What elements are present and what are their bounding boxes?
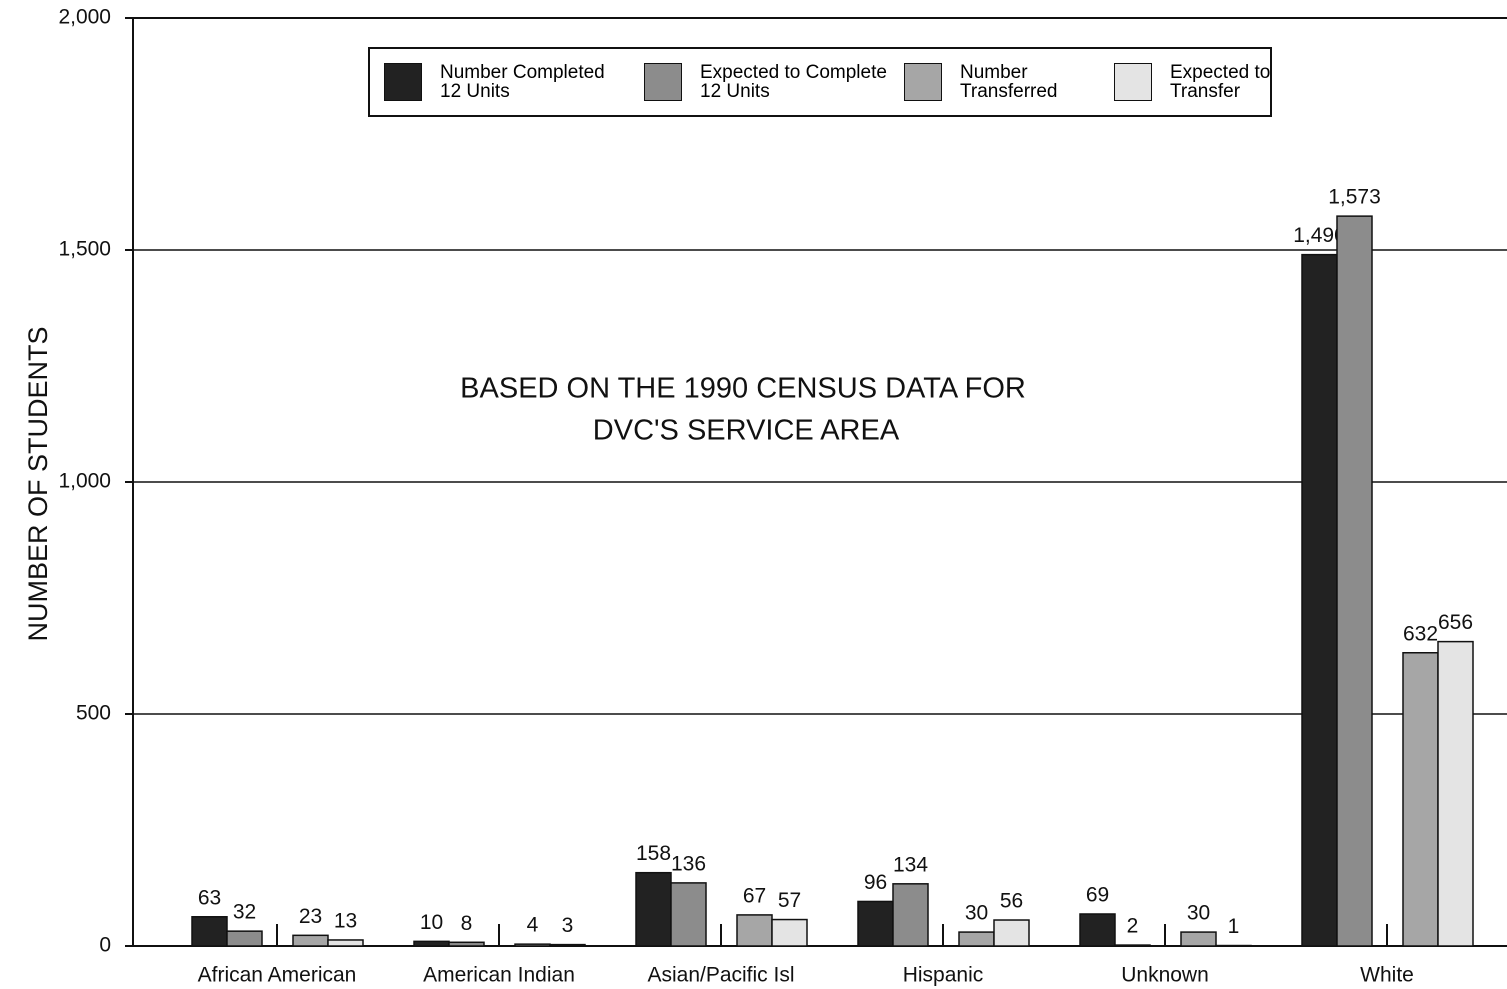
value-label: 2 [1127, 915, 1139, 938]
bar [191, 916, 228, 947]
value-label: 3 [562, 914, 574, 937]
value-label: 158 [636, 842, 671, 865]
bar [670, 882, 707, 947]
bar [549, 943, 586, 947]
legend: Number Completed 12 Units Expected to Com… [368, 47, 1272, 117]
value-label: 1,573 [1328, 186, 1381, 209]
annotation: DVC'S SERVICE AREA [593, 415, 900, 447]
value-label: 63 [198, 886, 221, 909]
y-tick-label: 500 [76, 702, 111, 725]
bar [327, 939, 364, 947]
value-label: 56 [1000, 890, 1023, 913]
legend-item: Expected to Transfer [1114, 63, 1310, 101]
value-label: 69 [1086, 884, 1109, 907]
y-tick-label: 2,000 [58, 6, 111, 29]
value-label: 67 [743, 884, 766, 907]
bar [1301, 253, 1338, 947]
legend-item: Number Transferred [904, 63, 1100, 101]
value-label: 136 [671, 852, 706, 875]
x-tick-label: Unknown [1121, 964, 1209, 987]
bar [1180, 931, 1217, 947]
bar [413, 940, 450, 947]
value-label: 134 [893, 853, 928, 876]
value-label: 1 [1228, 915, 1240, 938]
annotation: BASED ON THE 1990 CENSUS DATA FOR [460, 373, 1026, 405]
legend-item: Number Completed 12 Units [384, 63, 630, 101]
y-tick-label: 1,000 [58, 470, 111, 493]
x-tick-label: American Indian [423, 964, 575, 987]
bar [736, 914, 773, 947]
value-label: 8 [461, 912, 473, 935]
value-label: 23 [299, 905, 322, 928]
y-axis-label: NUMBER OF STUDENTS [23, 326, 53, 641]
x-tick-label: African American [198, 964, 357, 987]
y-tick-label: 1,500 [58, 238, 111, 261]
bar [448, 941, 485, 947]
value-label: 30 [965, 902, 988, 925]
legend-swatch [644, 63, 682, 101]
bar [1437, 640, 1474, 947]
bar [292, 934, 329, 947]
value-label: 10 [420, 911, 443, 934]
bar [958, 931, 995, 947]
bar [993, 919, 1030, 947]
bar [857, 900, 894, 947]
x-tick-label: White [1360, 964, 1414, 987]
x-tick-label: Asian/Pacific Isl [647, 964, 794, 987]
bar [771, 918, 808, 947]
legend-swatch [904, 63, 942, 101]
value-label: 57 [778, 889, 801, 912]
x-tick-label: Hispanic [903, 964, 984, 987]
legend-label: Number Completed 12 Units [440, 62, 605, 102]
legend-item: Expected to Complete 12 Units [644, 63, 890, 101]
bar [1336, 215, 1373, 947]
value-label: 632 [1403, 622, 1438, 645]
legend-swatch [1114, 63, 1152, 101]
bar [892, 883, 929, 947]
bar [1402, 652, 1439, 947]
value-label: 4 [527, 914, 539, 937]
legend-label: Expected to Complete 12 Units [700, 62, 887, 102]
value-label: 656 [1438, 611, 1473, 634]
legend-label: Number Transferred [960, 62, 1058, 102]
value-label: 1,490 [1293, 224, 1346, 247]
value-label: 32 [233, 901, 256, 924]
bar [514, 943, 551, 947]
legend-label: Expected to Transfer [1170, 62, 1271, 102]
value-label: 96 [864, 871, 887, 894]
bar [1114, 944, 1151, 947]
value-label: 30 [1187, 902, 1210, 925]
legend-swatch [384, 63, 422, 101]
bar [635, 871, 672, 947]
bar [226, 930, 263, 947]
value-label: 13 [334, 910, 357, 933]
y-tick-label: 0 [99, 934, 111, 957]
bar [1079, 913, 1116, 947]
